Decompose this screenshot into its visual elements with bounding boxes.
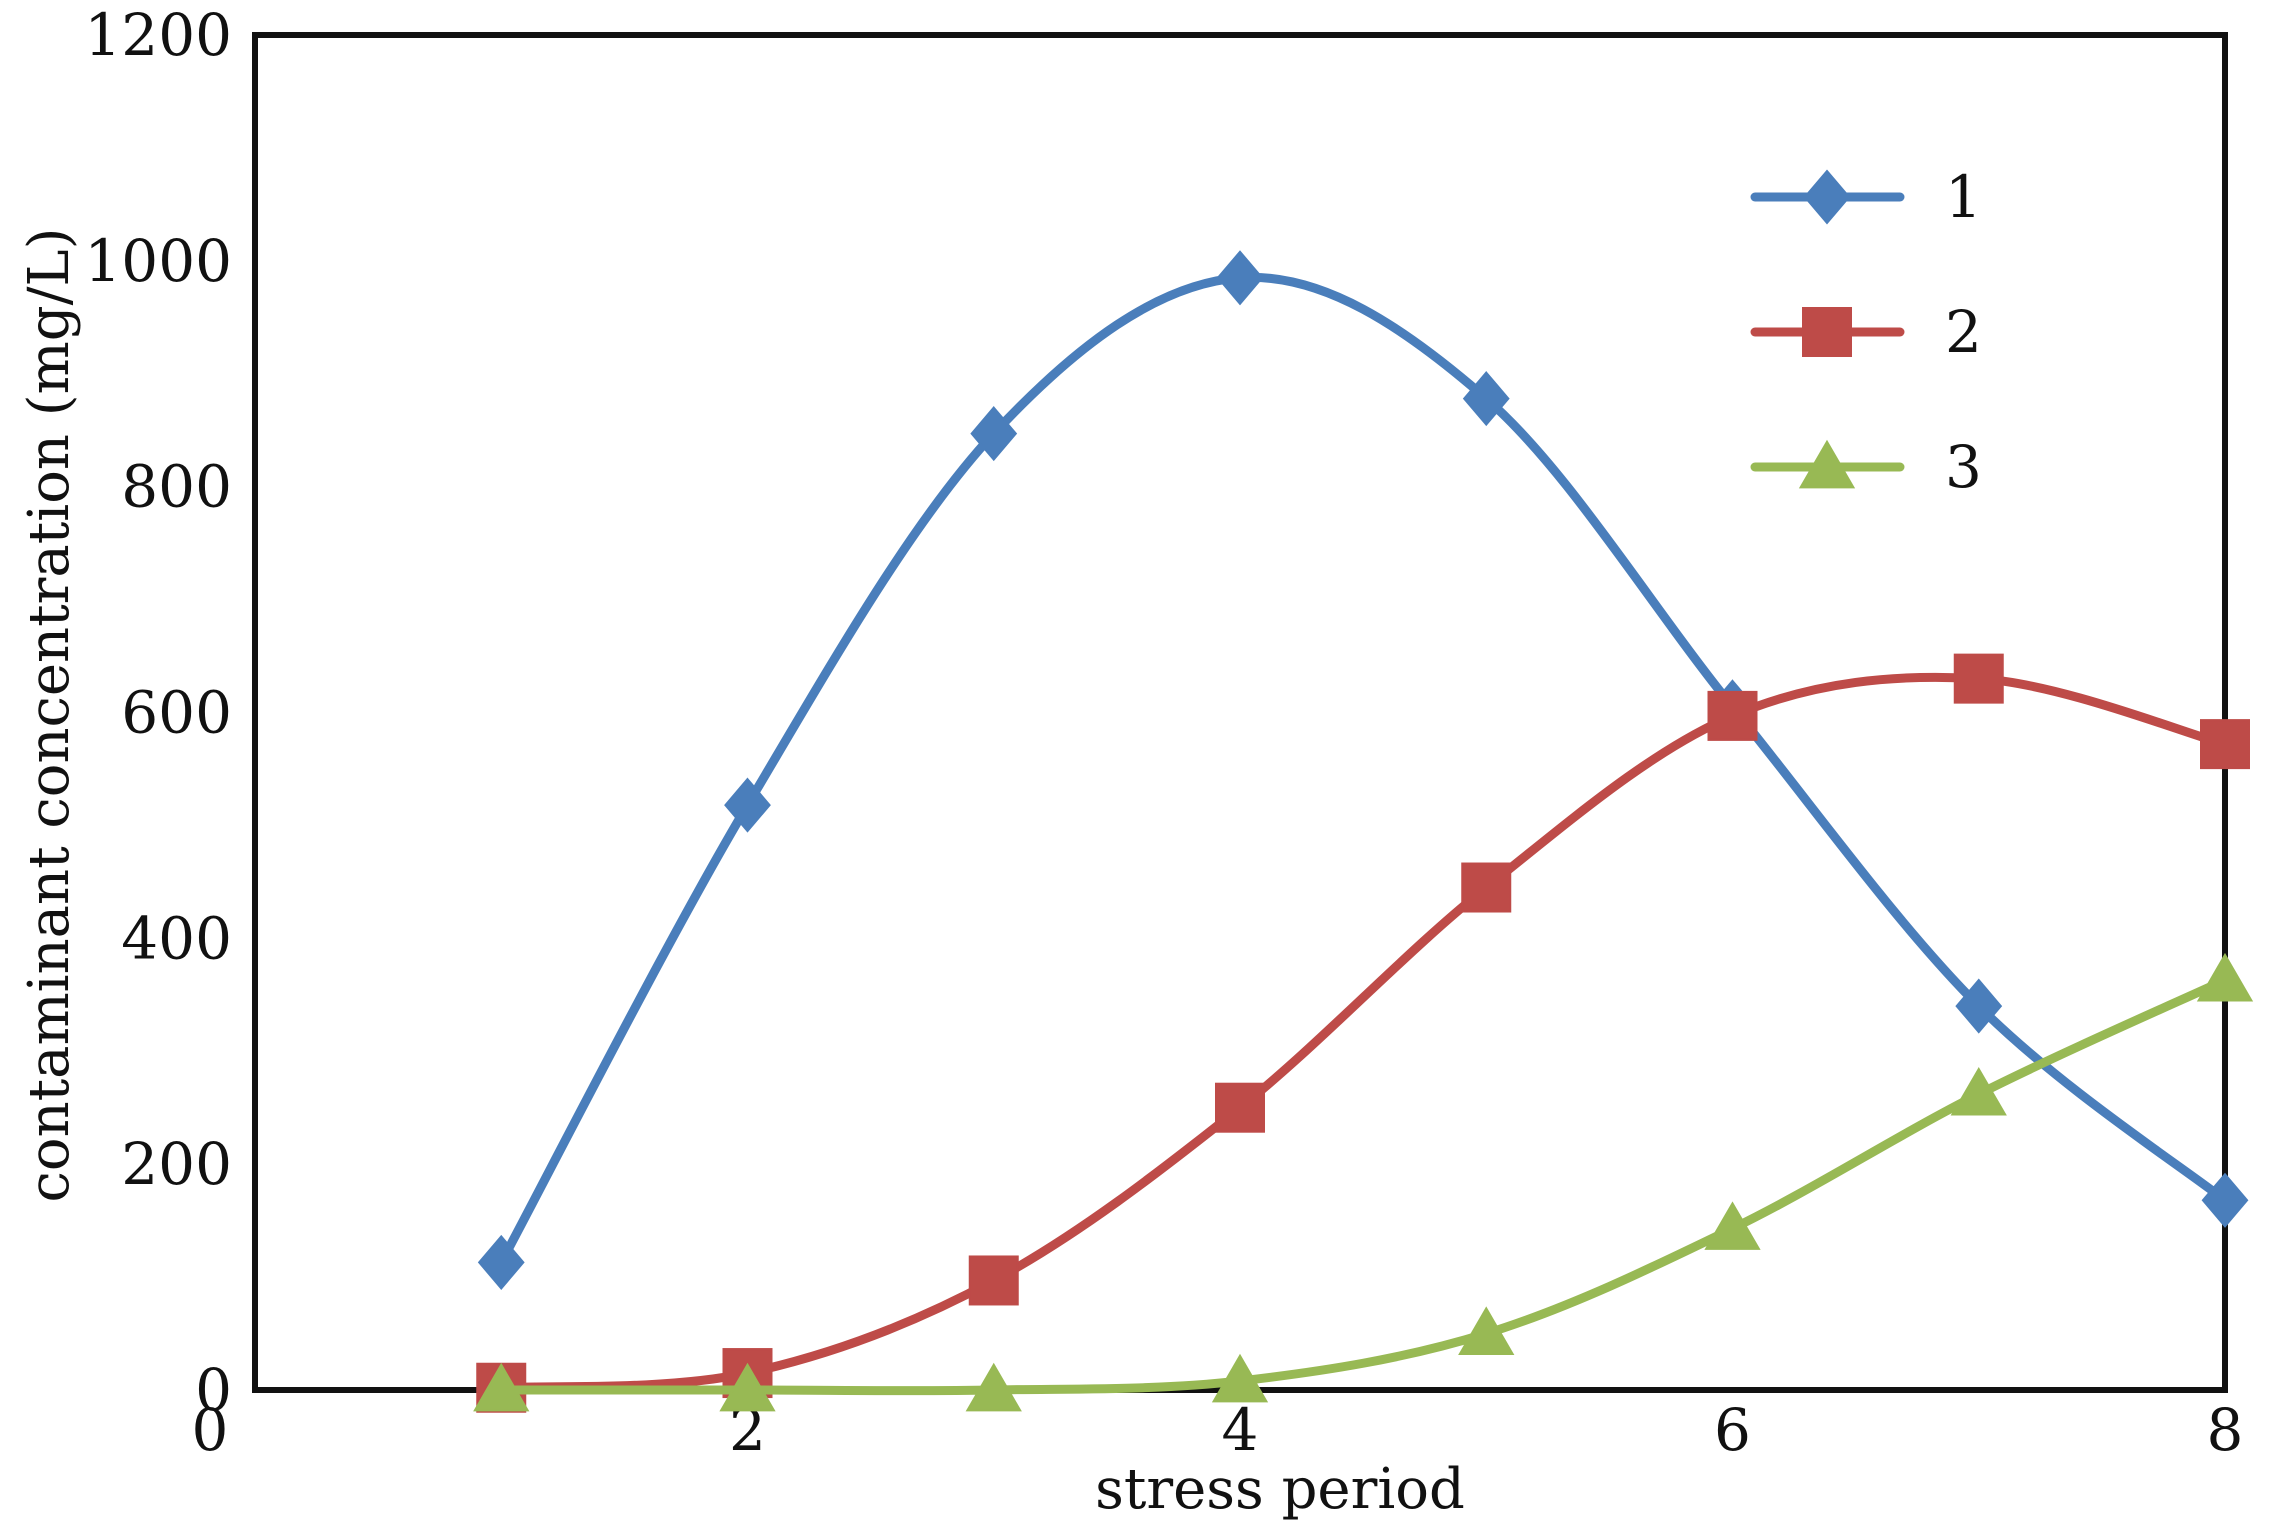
plot-frame (252, 32, 2228, 1393)
legend-item: 3 (1750, 433, 1982, 501)
data-point (1950, 1066, 2007, 1116)
data-point (1704, 1201, 1761, 1250)
data-point (724, 777, 771, 833)
y-tick-labels: 0 200 400 600 800 1000 1200 (84, 1, 232, 1424)
x-tick-label: 4 (1222, 1396, 1259, 1464)
data-point (2196, 952, 2254, 1002)
legend-label: 3 (1945, 433, 1982, 501)
y-tick-label: 200 (121, 1130, 232, 1198)
series-2 (476, 653, 2250, 1413)
series-3 (473, 952, 2254, 1412)
y-tick-label: 400 (121, 904, 232, 972)
x-tick-label: 8 (2207, 1396, 2244, 1464)
data-point (1211, 1353, 1269, 1403)
data-point (1458, 1306, 1515, 1355)
origin-x-label: 0 (192, 1396, 229, 1464)
data-point (1461, 862, 1512, 913)
data-point (719, 1362, 776, 1412)
series-1 (477, 250, 2249, 1290)
series-line (496, 672, 2230, 1393)
legend-item: 1 (1750, 163, 1982, 231)
legend-marker (1803, 169, 1851, 225)
data-point (1707, 690, 1758, 741)
y-axis-title: contaminant concentration (mg/L) (17, 228, 82, 1203)
legend-item: 2 (1750, 298, 1982, 366)
y-tick-label: 0 (195, 1356, 232, 1424)
data-point (1953, 653, 2004, 704)
y-tick-label: 1200 (84, 1, 232, 69)
data-point (970, 406, 1018, 462)
legend-label: 1 (1945, 163, 1982, 231)
y-tick-label: 600 (121, 679, 232, 747)
x-axis-title: stress period (1095, 1457, 1465, 1522)
series-line (496, 975, 2230, 1396)
legend-marker (1798, 439, 1856, 489)
legend: 1 2 3 (1750, 163, 1982, 501)
x-tick-label: 6 (1714, 1396, 1751, 1464)
data-point (1215, 1082, 1265, 1133)
data-point (1462, 371, 1510, 427)
data-point (477, 1234, 525, 1290)
data-point (965, 1362, 1022, 1412)
data-point (2200, 719, 2250, 770)
data-point (2201, 1172, 2249, 1228)
data-point (968, 1255, 1019, 1306)
data-point (473, 1362, 530, 1412)
series-layer (473, 250, 2254, 1413)
data-point (1216, 250, 1264, 306)
y-tick-label: 800 (121, 453, 232, 521)
y-tick-label: 1000 (84, 227, 232, 295)
legend-label: 2 (1945, 298, 1982, 366)
data-point (1955, 978, 2003, 1034)
legend-marker (1802, 307, 1852, 357)
